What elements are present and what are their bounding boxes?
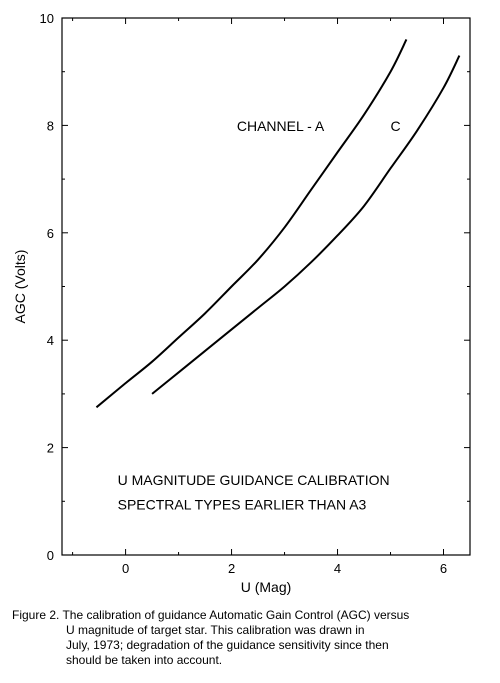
y-tick-label: 2: [47, 441, 54, 456]
y-tick-label: 4: [47, 333, 54, 348]
x-axis-ticks: 0 2 4 6: [72, 18, 447, 576]
caption-line-3: July, 1973; degradation of the guidance …: [66, 638, 389, 652]
series-line-c: [151, 55, 461, 395]
series-line-channel-a: [95, 39, 408, 409]
caption-line-4: should be taken into account.: [66, 653, 223, 667]
x-tick-label: 4: [334, 561, 341, 576]
y-tick-label: 0: [47, 548, 54, 563]
annotation-1: C: [391, 118, 401, 134]
y-tick-label: 8: [47, 118, 54, 133]
x-tick-label: 0: [122, 561, 129, 576]
annotation-0: CHANNEL - A: [237, 118, 325, 134]
y-tick-label: 10: [40, 11, 54, 26]
annotations: CHANNEL - A C U MAGNITUDE GUIDANCE CALIBRA…: [118, 118, 401, 513]
y-tick-label: 6: [47, 226, 54, 241]
x-tick-label: 2: [228, 561, 235, 576]
y-axis-ticks: 0 2 4 6 8 10: [40, 11, 470, 563]
figure-caption: Figure 2. The calibration of guidance Au…: [12, 608, 496, 668]
caption-line-1: Figure 2. The calibration of guidance Au…: [12, 608, 410, 622]
annotation-3: SPECTRAL TYPES EARLIER THAN A3: [118, 496, 367, 512]
y-axis-label: AGC (Volts): [12, 250, 28, 324]
x-axis-label: U (Mag): [241, 579, 292, 595]
annotation-2: U MAGNITUDE GUIDANCE CALIBRATION: [118, 472, 390, 488]
agc-calibration-chart: 0 2 4 6 0 2 4 6 8 10 CHANNEL - A C U MAGNITUDE GUI…: [12, 11, 471, 595]
x-tick-label: 6: [440, 561, 447, 576]
series-lines: [95, 39, 461, 409]
caption-line-2: U magnitude of target star. This calibra…: [66, 623, 365, 637]
